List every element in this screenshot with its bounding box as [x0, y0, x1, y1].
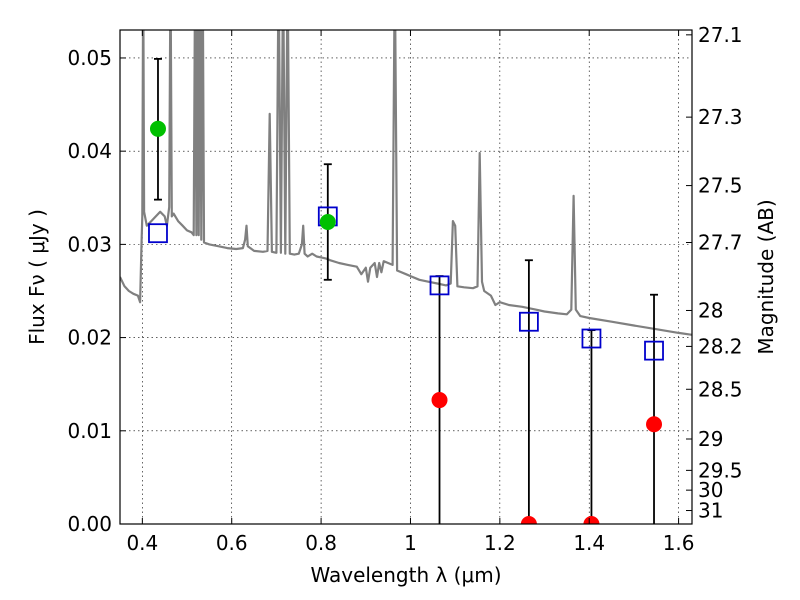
y-axis-label: Flux Fν ( μJy )	[25, 209, 49, 345]
y2-tick-label: 29	[698, 427, 723, 451]
plot-area	[120, 30, 692, 524]
plot-background	[120, 30, 692, 524]
y-tick-label: 0.03	[67, 232, 112, 256]
observed-flux-point	[149, 120, 166, 137]
y2-tick-label: 27.1	[698, 23, 743, 47]
y2-tick-label: 31	[698, 499, 723, 523]
y-tick-label: 0.01	[67, 419, 112, 443]
y2-tick-label: 27.5	[698, 174, 743, 198]
x-tick-label: 0.6	[216, 531, 248, 555]
model-spectrum-line	[120, 30, 692, 336]
y2-tick-label: 30	[698, 478, 723, 502]
y2-axis-label: Magnitude (AB)	[754, 199, 778, 354]
y2-tick-label: 28.5	[698, 377, 743, 401]
x-tick-label: 1	[404, 531, 417, 555]
y2-tick-label: 27.3	[698, 105, 743, 129]
observed-flux-point	[319, 214, 336, 231]
x-axis-label: Wavelength λ (μm)	[310, 563, 501, 587]
model-band-square	[429, 275, 450, 296]
observed-flux-point	[646, 416, 663, 433]
observed-flux-point	[431, 392, 448, 409]
plot-frame	[119, 29, 693, 525]
y2-tick-label: 28	[698, 298, 723, 322]
y-tick-label: 0.02	[67, 326, 112, 350]
observed-flux-point	[520, 516, 537, 524]
observed-flux-point	[583, 516, 600, 524]
model-band-square	[518, 311, 539, 332]
model-band-square	[581, 328, 602, 349]
model-band-square	[644, 340, 664, 361]
y-tick-label: 0.00	[67, 512, 112, 536]
x-tick-label: 1.6	[663, 531, 695, 555]
x-tick-label: 1.2	[484, 531, 516, 555]
axis-ticks: 0.4 0.6 0.8 1 1.2 1.4 1.6 0.00 0.01 0.02 0.03 0.04 0…	[67, 23, 742, 555]
x-tick-label: 0.8	[305, 531, 337, 555]
y-tick-label: 0.04	[67, 139, 112, 163]
x-tick-label: 0.4	[126, 531, 158, 555]
y2-tick-label: 27.7	[698, 231, 743, 255]
y-tick-label: 0.05	[67, 46, 112, 70]
model-band-square	[148, 223, 168, 244]
x-tick-label: 1.4	[573, 531, 605, 555]
y2-tick-label: 28.2	[698, 334, 743, 358]
y2-tick-label: 29.5	[698, 458, 743, 482]
